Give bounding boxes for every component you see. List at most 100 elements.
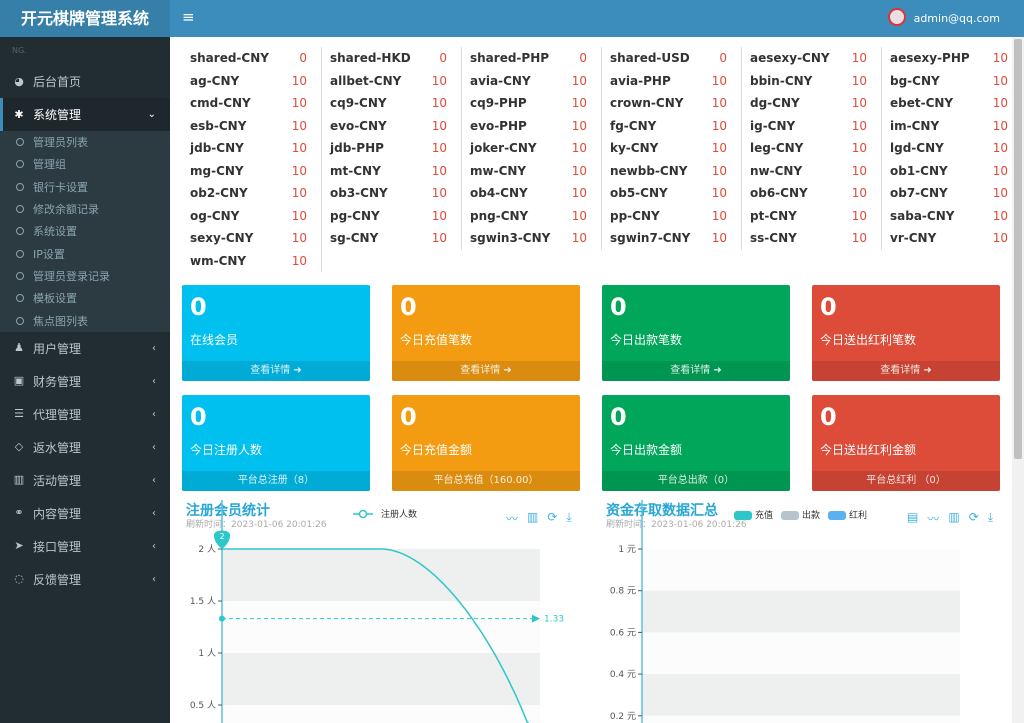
sidebar-item-8[interactable]: ➤ 接口管理 ‹: [0, 530, 170, 563]
sidebar-item-label: 接口管理: [33, 539, 82, 554]
currency-value: 10: [291, 118, 307, 133]
sidebar-item-1[interactable]: ✱ 系统管理 ⌄: [0, 98, 170, 131]
stat-value: 0: [190, 293, 207, 321]
line-icon[interactable]: 〰: [506, 512, 519, 526]
scrollbar-thumb[interactable]: [1014, 39, 1022, 459]
currency-item: ky-CNY 10: [602, 137, 742, 160]
currency-name: ebet-CNY: [890, 96, 954, 111]
currency-item: ob2-CNY 10: [182, 182, 322, 205]
currency-item: allbet-CNY 10: [322, 69, 462, 92]
sidebar-hint: NG.: [12, 46, 27, 55]
stat-footer-link[interactable]: 平台总红利 （0）: [812, 471, 1000, 491]
currency-value: 10: [571, 186, 587, 201]
currency-value: 10: [851, 73, 867, 88]
hamburger-icon[interactable]: ≡: [182, 8, 195, 26]
chart-legend[interactable]: 充值 出款 红利: [734, 508, 867, 521]
currency-value: 10: [431, 96, 447, 111]
currency-item: saba-CNY 10: [882, 205, 1022, 228]
stat-box: 0 在线会员查看详情 ➜: [182, 285, 370, 381]
stat-footer-link[interactable]: 查看详情 ➜: [602, 361, 790, 381]
sidebar: NG. ◕ 后台首页 ✱ 系统管理 ⌄ 管理员列表 管理组 银行卡设置 修改余额记录 系统设置 IP设…: [0, 37, 170, 723]
stat-footer-link[interactable]: 查看详情 ➜: [182, 361, 370, 381]
data-view-icon[interactable]: ▤: [907, 510, 919, 524]
sidebar-item-9[interactable]: ◌ 反馈管理 ‹: [0, 563, 170, 596]
submenu-item[interactable]: 焦点图列表: [0, 309, 170, 331]
legend-item[interactable]: 充值: [734, 508, 773, 521]
stat-label: 今日出款笔数: [610, 333, 683, 347]
currency-name: mt-CNY: [330, 163, 381, 178]
submenu-item[interactable]: 系统设置: [0, 220, 170, 242]
download-icon[interactable]: ⤓: [566, 510, 572, 524]
circle-icon: [16, 160, 24, 169]
arrow-circle-right-icon: ➜: [710, 365, 722, 376]
chart-legend[interactable]: 注册人数: [353, 507, 417, 520]
money-icon: ▣: [13, 375, 25, 388]
currency-name: crown-CNY: [610, 96, 684, 111]
submenu-item[interactable]: 管理员列表: [0, 131, 170, 153]
currency-name: newbb-CNY: [610, 163, 688, 178]
currency-name: nw-CNY: [750, 163, 803, 178]
currency-name: ss-CNY: [750, 231, 797, 246]
submenu-label: IP设置: [33, 247, 65, 261]
currency-value: 10: [711, 96, 727, 111]
stat-footer-text: 平台总充值（160.00）: [433, 475, 539, 486]
bar-icon[interactable]: ▥: [948, 510, 960, 524]
sidebar-item-4[interactable]: ☰ 代理管理 ‹: [0, 398, 170, 431]
submenu-item[interactable]: 银行卡设置: [0, 176, 170, 198]
comment-icon: ◌: [14, 573, 24, 586]
chevron-left-icon: ‹: [152, 474, 156, 486]
stat-value: 0: [820, 293, 837, 321]
sidebar-item-6[interactable]: ▥ 活动管理 ‹: [0, 464, 170, 497]
submenu-item[interactable]: 管理组: [0, 153, 170, 175]
legend-item[interactable]: 出款: [781, 508, 820, 521]
scrollbar[interactable]: [1012, 37, 1024, 723]
submenu-item[interactable]: 修改余额记录: [0, 198, 170, 220]
stat-value: 0: [610, 403, 627, 431]
circle-icon: [16, 249, 24, 258]
currency-value: 10: [851, 163, 867, 178]
currency-item: ob7-CNY 10: [882, 182, 1022, 205]
currency-name: sg-CNY: [330, 231, 379, 246]
stat-footer-link[interactable]: 平台总充值（160.00）: [392, 471, 580, 491]
download-icon[interactable]: ⤓: [987, 510, 994, 524]
submenu-item[interactable]: 模板设置: [0, 287, 170, 309]
stat-label: 今日出款金额: [610, 443, 683, 457]
currency-value: 10: [851, 96, 867, 111]
dashboard-icon: ◕: [14, 75, 24, 88]
currency-value: 10: [992, 141, 1008, 156]
currency-value: 10: [851, 51, 867, 66]
currency-item: ob5-CNY 10: [602, 182, 742, 205]
max-marker-pin[interactable]: [214, 530, 230, 550]
stat-footer-link[interactable]: 平台总出款（0）: [602, 471, 790, 491]
refresh-icon[interactable]: ⟳: [968, 510, 979, 524]
legend-item[interactable]: 红利: [828, 508, 867, 521]
sidebar-item-7[interactable]: ⚭ 内容管理 ‹: [0, 497, 170, 530]
refresh-icon[interactable]: ⟳: [547, 510, 558, 524]
register-line-chart: 0.5 人 1 人 1.5 人 2 人 1.33 2: [190, 500, 564, 723]
submenu-item[interactable]: IP设置: [0, 242, 170, 264]
grid-band: [222, 705, 540, 723]
submenu-label: 模板设置: [33, 292, 77, 306]
user-menu[interactable]: admin@qq.com: [887, 8, 1000, 26]
currency-item: lgd-CNY 10: [882, 137, 1022, 160]
stat-footer-link[interactable]: 查看详情 ➜: [392, 361, 580, 381]
app-logo[interactable]: 开元棋牌管理系统: [0, 0, 170, 37]
currency-item: shared-CNY 0: [182, 47, 322, 70]
sidebar-item-label: 代理管理: [33, 407, 82, 422]
sidebar-item-0[interactable]: ◕ 后台首页: [0, 65, 170, 98]
currency-name: avia-CNY: [470, 73, 531, 88]
sidebar-item-3[interactable]: ▣ 财务管理 ‹: [0, 365, 170, 398]
stat-footer-link[interactable]: 平台总注册（8）: [182, 471, 370, 491]
stat-value: 0: [610, 293, 627, 321]
currency-value: 10: [291, 186, 307, 201]
stat-label: 在线会员: [190, 333, 239, 347]
line-icon[interactable]: 〰: [927, 512, 940, 526]
sidebar-item-2[interactable]: ♟ 用户管理 ‹: [0, 332, 170, 365]
submenu-item[interactable]: 管理员登录记录: [0, 265, 170, 287]
currency-value: 10: [851, 208, 867, 223]
sidebar-item-5[interactable]: ◇ 返水管理 ‹: [0, 431, 170, 464]
stat-box: 0 今日注册人数 平台总注册（8）: [182, 395, 370, 491]
bar-icon[interactable]: ▥: [527, 510, 539, 524]
currency-name: dg-CNY: [750, 96, 800, 111]
stat-footer-link[interactable]: 查看详情 ➜: [812, 361, 1000, 381]
